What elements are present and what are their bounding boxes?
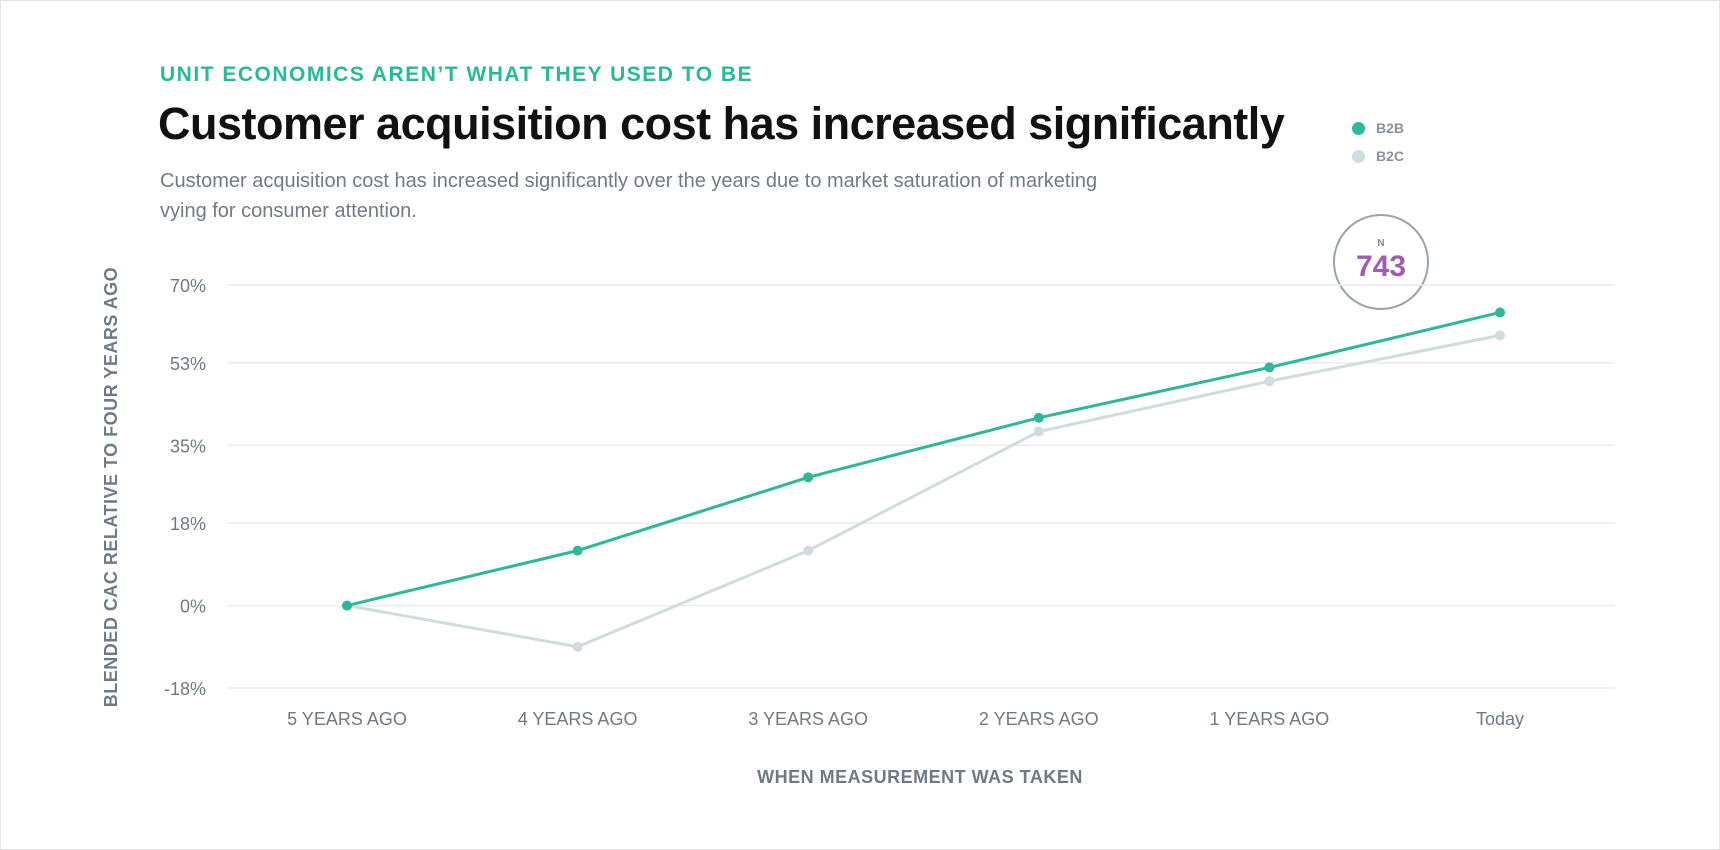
x-tick-label: 3 YEARS AGO (748, 709, 868, 729)
series-b2b (342, 307, 1505, 611)
y-tick-label: 0% (180, 597, 206, 617)
data-point-b2b (572, 545, 583, 556)
y-axis-title: BLENDED CAC RELATIVE TO FOUR YEARS AGO (101, 267, 121, 707)
chart-legend: B2B B2C (1352, 114, 1404, 170)
legend-item-b2b: B2B (1352, 114, 1404, 142)
legend-item-b2c: B2C (1352, 142, 1404, 170)
data-point-b2b (342, 600, 352, 611)
y-tick-label: 53% (170, 354, 206, 374)
data-point-b2c (1264, 376, 1275, 387)
x-tick-label: 5 YEARS AGO (287, 709, 407, 729)
x-axis-title: WHEN MEASUREMENT WAS TAKEN (757, 767, 1083, 787)
series-lines (342, 307, 1505, 652)
data-point-b2c (1033, 426, 1044, 437)
y-tick-label: -18% (164, 679, 206, 699)
y-tick-label: 18% (170, 514, 206, 534)
grid-lines (228, 284, 1615, 689)
data-point-b2c (1495, 330, 1505, 341)
data-point-b2b (1495, 307, 1505, 318)
x-tick-label: 4 YEARS AGO (518, 709, 638, 729)
series-b2c (342, 330, 1505, 652)
y-axis-ticks: -18% 0% 18% 35% 53% 70% (164, 276, 206, 699)
sample-size-label: N (1377, 238, 1385, 249)
legend-marker-b2b (1352, 121, 1365, 135)
sample-size-value: 743 (1355, 250, 1407, 283)
legend-marker-b2c (1352, 149, 1365, 163)
chart-subtitle: Customer acquisition cost has increased … (160, 170, 1098, 222)
data-point-b2b (1264, 362, 1275, 373)
data-point-b2b (803, 472, 814, 483)
chart-title: Customer acquisition cost has increased … (158, 98, 1285, 149)
legend-label-b2b: B2B (1376, 120, 1405, 136)
x-tick-label: 2 YEARS AGO (979, 709, 1099, 729)
data-point-b2c (803, 545, 814, 556)
x-tick-label: Today (1476, 709, 1524, 729)
data-point-b2c (572, 641, 583, 652)
data-point-b2b (1033, 412, 1044, 423)
legend-label-b2c: B2C (1376, 148, 1405, 164)
series-line-b2c (346, 333, 1501, 649)
x-tick-label: 1 YEARS AGO (1210, 709, 1330, 729)
chart-eyebrow: UNIT ECONOMICS AREN’T WHAT THEY USED TO … (160, 63, 754, 86)
series-line-b2b (346, 311, 1501, 608)
x-axis-ticks: 5 YEARS AGO 4 YEARS AGO 3 YEARS AGO 2 YEARS… (287, 709, 1524, 729)
y-tick-label: 35% (170, 436, 206, 456)
y-tick-label: 70% (170, 276, 206, 296)
sample-size-badge: N 743 (1333, 214, 1429, 310)
